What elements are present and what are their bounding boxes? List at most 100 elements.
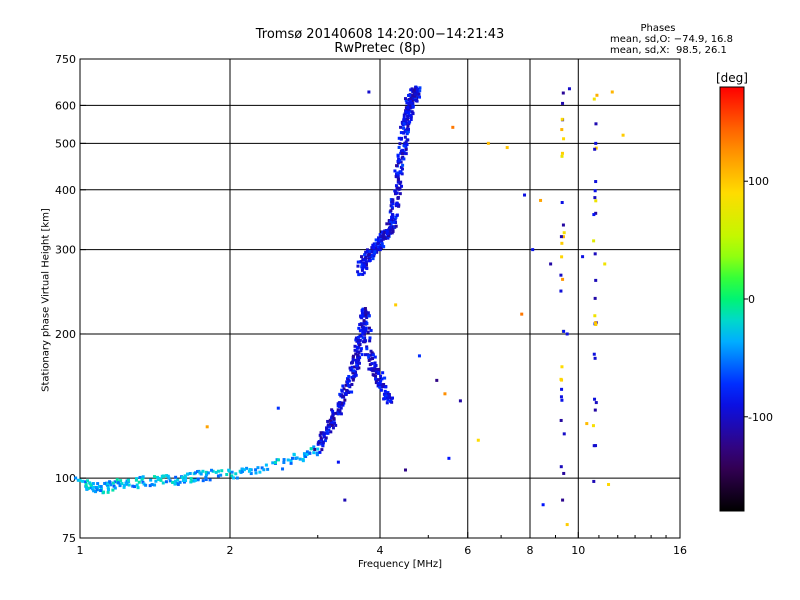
ground-echo-point xyxy=(152,475,156,479)
e-spread-point xyxy=(324,431,328,435)
ground-echo-point xyxy=(126,478,130,482)
e-spread-point xyxy=(349,368,353,372)
ground-echo-point xyxy=(174,475,178,479)
e-spread-point xyxy=(376,367,380,371)
ground-echo-point xyxy=(116,481,120,485)
f-trace-point xyxy=(394,184,398,188)
e-spread-point xyxy=(319,436,323,440)
channel-column-point xyxy=(562,471,566,475)
ground-echo-point xyxy=(99,489,103,493)
ground-echo-point xyxy=(159,478,163,482)
ground-echo-point xyxy=(216,474,220,478)
e-spread-point xyxy=(326,431,330,435)
channel-column-point xyxy=(593,356,597,360)
f-trace-point xyxy=(405,127,409,131)
ground-echo-point xyxy=(133,485,137,489)
f-trace-point xyxy=(385,229,389,233)
e-spread-point xyxy=(343,398,347,402)
ground-echo-point xyxy=(304,455,308,459)
ground-echo-point xyxy=(227,468,231,472)
ground-echo-point xyxy=(140,478,144,482)
ground-echo-point xyxy=(258,470,262,474)
f-trace-point xyxy=(381,237,385,241)
f-trace-point xyxy=(410,110,414,114)
scatter-low-point xyxy=(276,406,280,410)
f-trace-point xyxy=(385,232,389,236)
e-spread-point xyxy=(370,351,374,355)
e-spread-point xyxy=(347,390,351,394)
f-trace-point xyxy=(389,228,393,232)
f-trace-point xyxy=(398,142,402,146)
ground-echo-point xyxy=(150,483,154,487)
scatter-mid-point xyxy=(394,303,398,307)
ground-echo-point xyxy=(184,479,188,483)
f-trace-point xyxy=(402,121,406,125)
ground-echo-point xyxy=(99,485,103,489)
f-trace-point xyxy=(394,174,398,178)
ground-echo-point xyxy=(113,486,117,490)
e-spread-point xyxy=(338,392,342,396)
e-spread-point xyxy=(325,426,329,430)
f-trace-point xyxy=(360,262,364,266)
ground-echo-point xyxy=(141,480,145,484)
f-trace-point xyxy=(378,248,382,252)
ground-echo-point xyxy=(174,479,178,483)
f-trace-point xyxy=(396,154,400,158)
scatter-high-point xyxy=(595,93,599,97)
e-spread-point xyxy=(357,361,361,365)
e-spread-point xyxy=(379,374,383,378)
e-spread-point xyxy=(383,389,387,393)
f-trace-point xyxy=(371,257,375,261)
x-tick-label: 4 xyxy=(377,544,384,557)
y-tick-label: 100 xyxy=(55,472,76,485)
scatter-mid-point xyxy=(561,277,565,281)
f-trace-point xyxy=(365,248,369,252)
ground-echo-point xyxy=(89,483,93,487)
ground-echo-point xyxy=(201,479,205,483)
scatter-low-point xyxy=(447,456,451,460)
f-trace-point xyxy=(406,138,410,142)
e-spread-point xyxy=(368,339,372,343)
f-trace-point xyxy=(395,186,399,190)
f-trace-point xyxy=(398,186,402,190)
scatter-mid-point xyxy=(520,312,524,316)
ground-echo-point xyxy=(211,469,215,473)
f-trace-point xyxy=(407,101,411,105)
e-spread-point xyxy=(379,379,383,383)
e-spread-point xyxy=(367,367,371,371)
channel-column-point xyxy=(560,201,564,205)
ground-echo-point xyxy=(136,486,140,490)
e-spread-point xyxy=(351,354,355,358)
e-spread-point xyxy=(322,435,326,439)
f-trace-point xyxy=(377,236,381,240)
e-spread-point xyxy=(342,401,346,405)
scatter-high-point xyxy=(523,193,527,197)
scatter-high-point xyxy=(403,97,407,101)
e-spread-point xyxy=(356,339,360,343)
ground-echo-point xyxy=(91,482,95,486)
ground-echo-point xyxy=(102,490,106,494)
e-spread-point xyxy=(318,450,322,454)
e-spread-point xyxy=(345,388,349,392)
ground-echo-point xyxy=(173,482,177,486)
ground-echo-point xyxy=(85,479,89,483)
e-spread-point xyxy=(341,384,345,388)
ground-echo-point xyxy=(189,477,193,481)
ground-echo-point xyxy=(286,458,290,462)
f-trace-point xyxy=(403,144,407,148)
channel-column-point xyxy=(593,408,597,412)
e-spread-point xyxy=(358,329,362,333)
ground-echo-point xyxy=(208,478,212,482)
ground-echo-point xyxy=(161,481,165,485)
f-trace-point xyxy=(396,171,400,175)
ground-echo-point xyxy=(76,478,80,482)
e-spread-point xyxy=(341,394,345,398)
f-trace-point xyxy=(358,272,362,276)
e-spread-point xyxy=(361,331,365,335)
f-trace-point xyxy=(406,105,410,109)
ground-echo-point xyxy=(266,467,270,471)
f-trace-point xyxy=(405,130,409,134)
ground-echo-point xyxy=(74,476,78,480)
x-axis-label: Frequency [MHz] xyxy=(357,559,443,570)
e-spread-point xyxy=(347,384,351,388)
